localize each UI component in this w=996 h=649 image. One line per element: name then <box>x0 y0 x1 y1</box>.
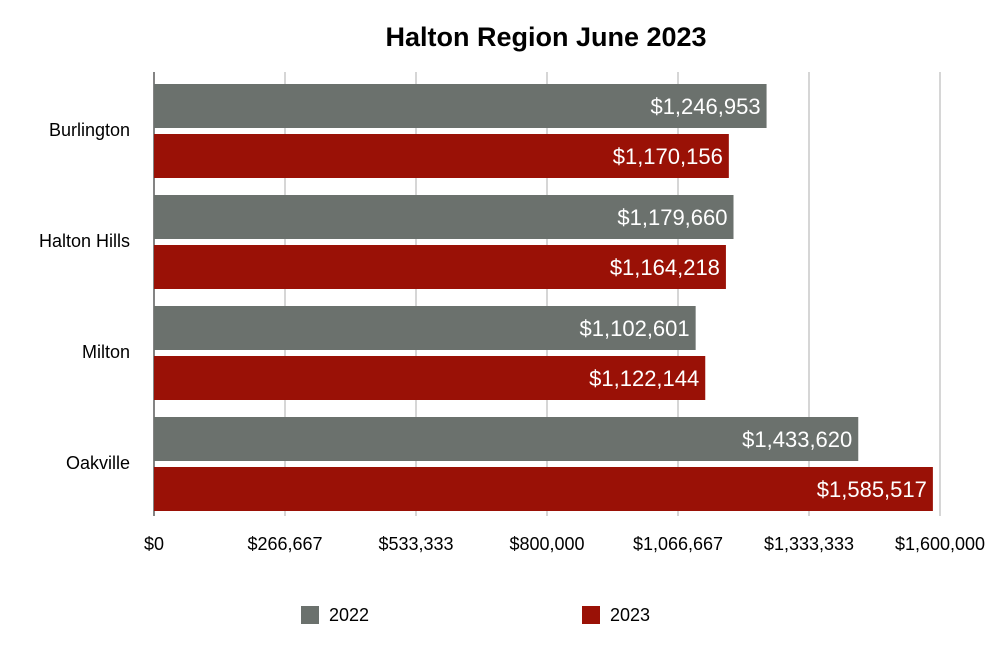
category-label: Halton Hills <box>39 231 130 251</box>
bars: $1,246,953 $1,170,156 $1,179,660 $1,164,218… <box>154 84 933 511</box>
x-tick-label: $266,667 <box>247 534 322 554</box>
x-tick-label: $800,000 <box>509 534 584 554</box>
bar-value-label: $1,179,660 <box>617 205 727 230</box>
category-label: Burlington <box>49 120 130 140</box>
x-tick-label: $533,333 <box>378 534 453 554</box>
bar-2022-milton <box>154 306 696 350</box>
bar-value-label: $1,102,601 <box>580 316 690 341</box>
bar-2022-burlington <box>154 84 767 128</box>
bar-value-label: $1,246,953 <box>650 94 760 119</box>
category-label: Oakville <box>66 453 130 473</box>
bar-2023-oakville <box>154 467 933 511</box>
legend: 2022 2023 <box>301 605 650 625</box>
bar-value-label: $1,585,517 <box>817 477 927 502</box>
bar-2023-milton <box>154 356 706 400</box>
chart-title: Halton Region June 2023 <box>385 22 706 52</box>
category-labels: Burlington Halton Hills Milton Oakville <box>39 120 130 473</box>
x-tick-label: $1,600,000 <box>895 534 985 554</box>
x-tick-label: $1,066,667 <box>633 534 723 554</box>
legend-swatch-2022 <box>301 606 319 624</box>
bar-2023-halton-hills <box>154 245 726 289</box>
bar-value-label: $1,433,620 <box>742 427 852 452</box>
legend-label-2023: 2023 <box>610 605 650 625</box>
bar-2023-burlington <box>154 134 729 178</box>
bar-value-label: $1,122,144 <box>589 366 699 391</box>
bar-value-label: $1,170,156 <box>613 144 723 169</box>
x-tick-label: $1,333,333 <box>764 534 854 554</box>
x-tick-labels: $0 $266,667 $533,333 $800,000 $1,066,667 $1,3… <box>144 534 985 554</box>
bar-2022-oakville <box>154 417 859 461</box>
bar-2022-halton-hills <box>154 195 734 239</box>
bar-value-label: $1,164,218 <box>610 255 720 280</box>
x-tick-label: $0 <box>144 534 164 554</box>
legend-swatch-2023 <box>582 606 600 624</box>
category-label: Milton <box>82 342 130 362</box>
legend-label-2022: 2022 <box>329 605 369 625</box>
